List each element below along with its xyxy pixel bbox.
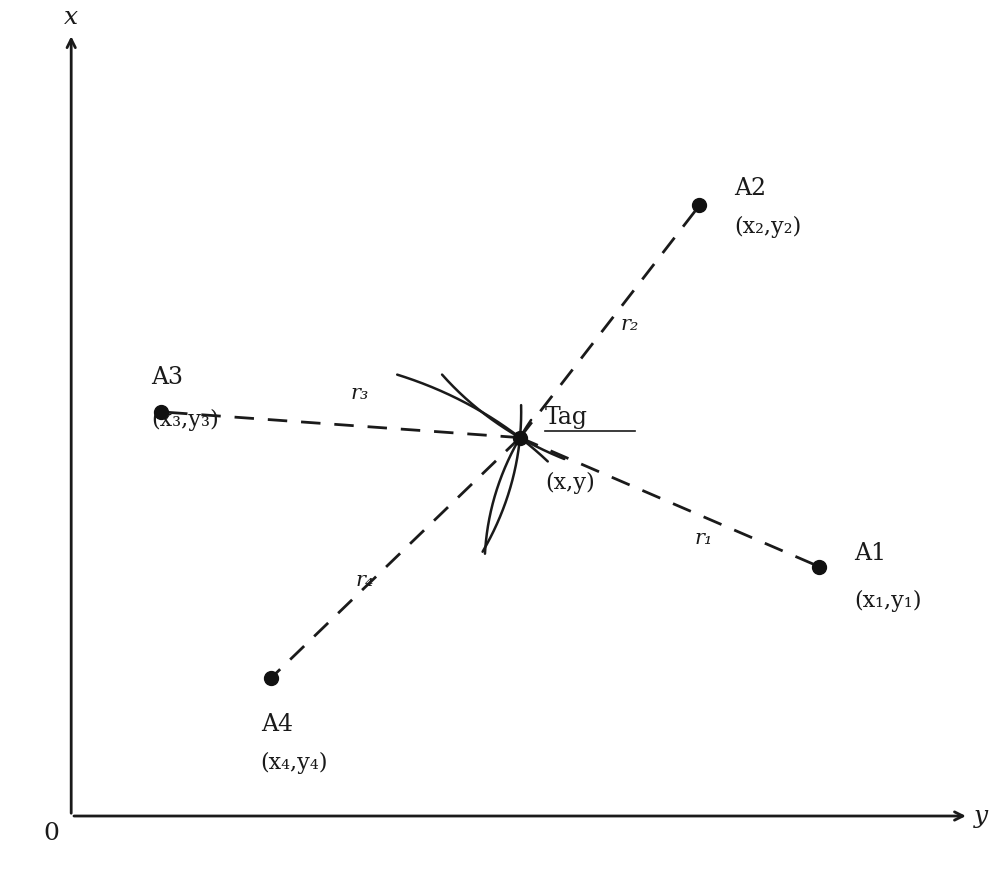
Text: A2: A2 [734,176,766,200]
Text: (x,y): (x,y) [545,472,595,494]
Text: y: y [974,805,988,827]
Text: A1: A1 [854,542,886,565]
Text: (x₄,y₄): (x₄,y₄) [261,752,328,773]
Text: (x₂,y₂): (x₂,y₂) [734,216,802,238]
Text: r₁: r₁ [694,529,713,548]
Text: 0: 0 [43,822,59,845]
Text: (x₁,y₁): (x₁,y₁) [854,590,922,612]
Text: A3: A3 [151,366,183,389]
Text: x: x [64,6,78,30]
Text: Tag: Tag [545,406,588,429]
Text: r₄: r₄ [355,571,374,590]
Text: r₂: r₂ [621,315,639,334]
Text: (x₃,y₃): (x₃,y₃) [151,409,219,432]
Text: A4: A4 [261,713,293,736]
Text: r₃: r₃ [350,384,369,403]
